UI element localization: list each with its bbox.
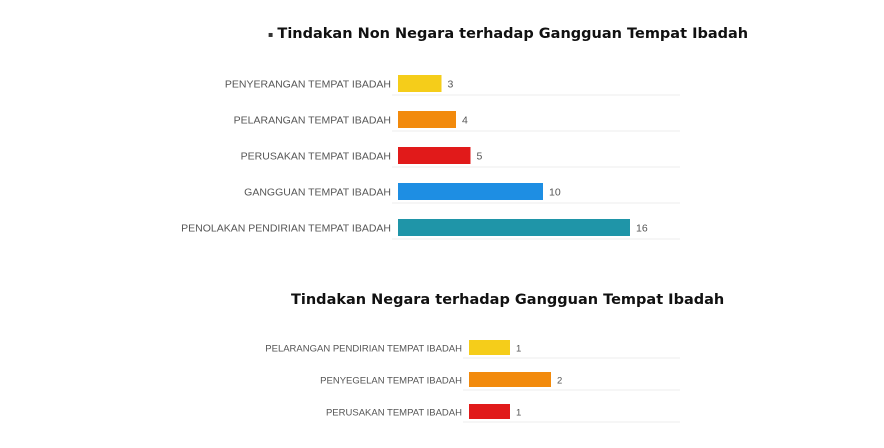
bar (398, 75, 442, 92)
category-label: PENYEGELAN TEMPAT IBADAH (320, 376, 462, 387)
chart-negara: PELARANGAN PENDIRIAN TEMPAT IBADAH 1 PENYE… (265, 340, 680, 423)
value-label: 10 (549, 187, 561, 199)
value-label: 1 (516, 408, 521, 419)
value-label: 1 (516, 344, 521, 355)
category-label: PELARANGAN TEMPAT IBADAH (234, 115, 391, 127)
value-label: 3 (448, 79, 454, 91)
bar (398, 147, 471, 164)
bullet-icon: ▪ (268, 29, 274, 39)
chart-title-non-negara: ▪ Tindakan Non Negara terhadap Gangguan T… (268, 26, 748, 42)
category-label: PERUSAKAN TEMPAT IBADAH (326, 408, 462, 419)
value-label: 16 (636, 223, 648, 235)
bar (469, 340, 510, 355)
category-label: PERUSAKAN TEMPAT IBADAH (241, 151, 391, 163)
chart-title-negara: Tindakan Negara terhadap Gangguan Tempat… (291, 292, 725, 308)
bar (398, 111, 456, 128)
bar (398, 219, 630, 236)
category-label: PELARANGAN PENDIRIAN TEMPAT IBADAH (265, 344, 462, 355)
value-label: 5 (477, 151, 483, 163)
category-label: PENOLAKAN PENDIRIAN TEMPAT IBADAH (181, 223, 391, 235)
value-label: 4 (462, 115, 468, 127)
bar (398, 183, 543, 200)
chart-non-negara: PENYERANGAN TEMPAT IBADAH 3 PELARANGAN TEM… (181, 75, 680, 240)
category-label: GANGGUAN TEMPAT IBADAH (244, 187, 391, 199)
chart-title-text: Tindakan Non Negara terhadap Gangguan Te… (277, 26, 749, 42)
value-label: 2 (557, 376, 562, 387)
category-label: PENYERANGAN TEMPAT IBADAH (225, 79, 391, 91)
bar (469, 372, 551, 387)
bar (469, 404, 510, 419)
